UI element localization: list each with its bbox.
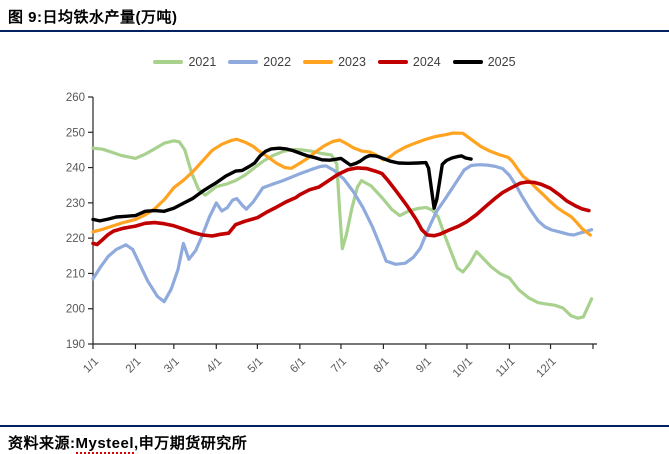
- source-mysteel: Mysteel: [75, 435, 135, 454]
- y-axis-tick-labels: 190 200 210 220 230 240 250 260: [66, 92, 85, 351]
- y-tick-label: 230: [66, 198, 85, 210]
- series-line-2025: [91, 146, 473, 223]
- legend-label-2023: 2023: [338, 55, 366, 69]
- footer-divider: [0, 425, 669, 427]
- series-line-2023: [91, 131, 592, 237]
- x-tick-label: 6/1: [288, 356, 308, 376]
- y-tick-label: 190: [66, 339, 85, 351]
- x-tick-label: 3/1: [162, 356, 182, 376]
- source-note: 资料来源:Mysteel,申万期货研究所: [8, 432, 248, 454]
- legend-item-2024[interactable]: 2024: [377, 55, 441, 69]
- legend-item-2023[interactable]: 2023: [303, 55, 366, 69]
- x-tick-label: 1/1: [81, 356, 101, 376]
- y-tick-label: 220: [66, 233, 85, 245]
- chart-legend: 2021 2022 2023 2024 2025: [0, 55, 669, 69]
- legend-label-2024: 2024: [412, 55, 441, 69]
- legend-item-2025[interactable]: 2025: [452, 55, 516, 69]
- x-tick-label: 7/1: [329, 356, 349, 376]
- x-tick-label: 4/1: [205, 356, 225, 376]
- legend-swatch-2022: [228, 60, 259, 64]
- y-tick-label: 240: [66, 163, 85, 175]
- x-axis-tick-labels: 1/1 2/1 3/1 4/1 5/1 6/1 7/1 8/1 9/1 10/1 11/1 12/1: [81, 356, 558, 380]
- legend-item-2022[interactable]: 2022: [228, 55, 291, 69]
- page-title: 图 9:日均铁水产量(万吨): [8, 9, 178, 26]
- y-tick-label: 200: [66, 304, 85, 316]
- series-line-2022: [91, 163, 594, 304]
- series-lines: [91, 131, 594, 320]
- x-tick-label: 11/1: [494, 356, 518, 380]
- source-rest: ,申万期货研究所: [134, 435, 248, 452]
- y-tick-label: 210: [66, 268, 85, 280]
- x-tick-label: 5/1: [246, 356, 266, 376]
- series-line-2021: [91, 139, 594, 320]
- legend-swatch-2024: [377, 60, 408, 64]
- y-tick-label: 260: [66, 92, 85, 104]
- y-tick-label: 250: [66, 127, 85, 139]
- series-line-2024: [91, 166, 591, 247]
- legend-swatch-2023: [303, 60, 334, 64]
- x-tick-label: 12/1: [534, 356, 558, 380]
- title-divider: [0, 30, 669, 32]
- x-tick-label: 8/1: [372, 356, 392, 376]
- x-tick-label: 10/1: [451, 356, 475, 380]
- legend-swatch-2025: [452, 60, 483, 64]
- legend-item-2021[interactable]: 2021: [153, 55, 216, 69]
- x-tick-label: 9/1: [414, 356, 434, 376]
- source-label: 资料来源:: [8, 435, 76, 452]
- legend-label-2022: 2022: [263, 55, 292, 69]
- legend-label-2025: 2025: [487, 55, 516, 69]
- x-tick-label: 2/1: [124, 356, 144, 376]
- legend-label-2021: 2021: [188, 55, 217, 69]
- legend-swatch-2021: [153, 60, 184, 64]
